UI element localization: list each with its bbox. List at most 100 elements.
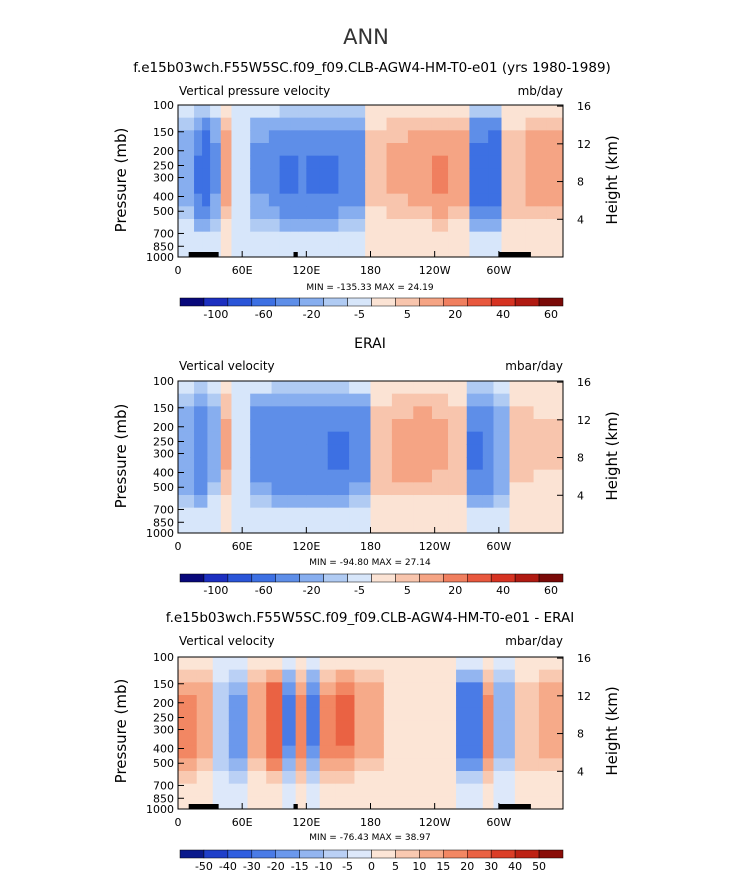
field-cell — [295, 669, 307, 683]
field-cell — [391, 406, 414, 420]
field-cell — [407, 193, 433, 207]
field-cell — [469, 168, 489, 182]
field-cell — [448, 105, 470, 119]
field-cell — [220, 419, 232, 433]
field-cell — [220, 469, 232, 483]
field-cell — [327, 457, 350, 471]
field-cell — [271, 431, 289, 445]
field-cell — [514, 707, 540, 721]
colorbar-swatch — [538, 573, 564, 583]
field-cell — [482, 720, 494, 734]
field-cell — [231, 482, 251, 496]
field-cell — [538, 695, 564, 709]
field-cell — [306, 771, 321, 785]
field-cell — [469, 219, 489, 233]
field-cell — [194, 231, 203, 245]
field-cell — [370, 469, 393, 483]
field-cell — [202, 244, 211, 258]
field-cell — [194, 181, 203, 195]
field-cell — [456, 695, 484, 709]
topography-mask — [293, 804, 298, 809]
field-cell — [250, 393, 273, 407]
field-cell — [319, 105, 339, 119]
field-cell — [370, 507, 393, 521]
field-cell — [448, 469, 468, 483]
colorbar-swatch — [323, 849, 348, 859]
field-cell — [212, 733, 230, 747]
field-cell — [220, 482, 232, 496]
field-cell — [327, 419, 350, 433]
field-cell — [391, 457, 414, 471]
field-cell — [319, 219, 339, 233]
field-cell — [247, 733, 267, 747]
field-cell — [386, 105, 409, 119]
x-tick-label: 60E — [232, 816, 253, 829]
field-cell — [220, 406, 232, 420]
field-cell — [338, 105, 366, 119]
colorbar-label: -30 — [243, 860, 261, 872]
field-cell — [194, 419, 208, 433]
field-cell — [493, 469, 511, 483]
field-cell — [327, 520, 350, 534]
field-cell — [231, 381, 251, 395]
colorbar-swatch — [275, 297, 300, 307]
colorbar-label: 10 — [412, 860, 426, 872]
field-cell — [220, 155, 232, 169]
field-cell — [178, 457, 195, 471]
field-cell — [319, 168, 339, 182]
field-cell — [207, 419, 222, 433]
field-cell — [250, 469, 273, 483]
field-cell — [456, 771, 484, 785]
field-cell — [178, 495, 195, 509]
field-cell — [349, 393, 371, 407]
field-cell — [194, 155, 203, 169]
field-cell — [268, 181, 281, 195]
y2-tick-label: 12 — [577, 138, 591, 151]
field-cell — [220, 231, 232, 245]
field-cell — [335, 657, 355, 671]
field-cell — [298, 219, 307, 233]
colorbar-swatch — [251, 297, 276, 307]
field-cell — [354, 695, 385, 709]
field-cell — [431, 105, 449, 119]
field-cell — [418, 707, 457, 721]
field-cell — [282, 682, 297, 696]
field-cell — [319, 745, 337, 759]
field-cell — [178, 431, 195, 445]
field-cell — [365, 231, 388, 245]
field-cell — [178, 117, 195, 131]
x-tick-label: 60W — [486, 816, 511, 829]
field-cell — [231, 181, 251, 195]
field-cell — [266, 707, 283, 721]
field-cell — [231, 495, 251, 509]
field-cell — [210, 231, 222, 245]
colorbar-swatch — [467, 297, 492, 307]
field-cell — [282, 707, 297, 721]
field-cell — [493, 707, 516, 721]
colorbar-label: -60 — [255, 308, 273, 321]
field-cell — [493, 444, 511, 458]
field-cell — [365, 130, 388, 144]
field-cell — [365, 181, 388, 195]
field-cell — [469, 105, 489, 119]
field-cell — [220, 520, 232, 534]
field-cell — [431, 219, 449, 233]
field-cell — [448, 244, 470, 258]
field-cell — [290, 231, 299, 245]
field-cell — [194, 117, 203, 131]
colorbar-swatch — [490, 297, 516, 307]
field-cell — [295, 758, 307, 772]
field-cell — [207, 393, 222, 407]
field-cell — [482, 381, 494, 395]
field-cell — [538, 758, 564, 772]
y-axis-label: Pressure (mb) — [112, 679, 130, 784]
field-cell — [525, 231, 548, 245]
y-tick-label: 500 — [153, 205, 174, 218]
field-cell — [271, 482, 289, 496]
field-cell — [212, 669, 230, 683]
field-cell — [212, 771, 230, 785]
field-cell — [212, 657, 230, 671]
y2-tick-label: 12 — [577, 414, 591, 427]
field-cell — [202, 193, 211, 207]
colorbar-swatch — [371, 297, 396, 307]
